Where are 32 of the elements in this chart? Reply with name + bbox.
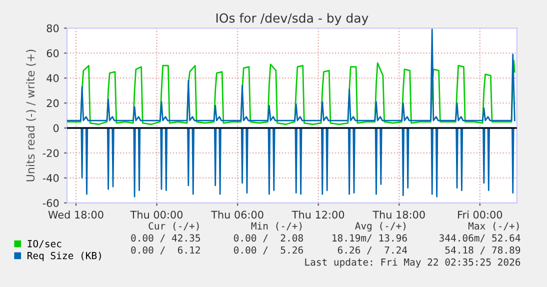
y-tick-label: 0 [53,124,59,132]
text: 0.00 / 2.08 [234,234,303,242]
legend-label: Req Size (KB) [28,252,101,262]
legend-label: IO/sec [28,240,62,248]
text: 6.26 / 7.24 [338,246,408,254]
x-tick-label: Fri 00:00 [458,210,502,219]
text: Last update: Fri May 22 02:35:25 2026 [305,258,520,268]
text: Max (-/+) [468,222,519,231]
y-tick-label: -60 [42,199,59,208]
text: 0.00 / 6.12 [131,246,200,254]
chart-title: IOs for /dev/sda - by day [216,13,368,26]
y-tick-label: 40 [46,74,59,82]
y-tick-label: -20 [42,149,59,158]
y-tick-label: 20 [46,99,59,108]
text: Avg (-/+) [355,222,406,232]
text: Cur (-/+) [148,222,199,231]
x-tick-label: Thu 12:00 [292,210,344,219]
text: 54.18 / 78.89 [445,246,520,254]
x-tick-label: Thu 00:00 [130,210,183,219]
text: 0.00 / 5.26 [234,246,303,254]
text: 0.00 / 42.35 [131,234,200,242]
y-tick-label: 60 [46,49,59,58]
text: Min (-/+) [251,222,302,231]
y-tick-label: 80 [46,24,59,32]
text: 344.06m/ 52.64 [439,234,520,242]
x-tick-label: Thu 06:00 [211,210,264,219]
y-tick-label: -40 [42,174,59,182]
line-series [67,60,516,125]
y-axis-title: Units read (-) / write (+) [26,50,36,182]
x-tick-label: Wed 18:00 [48,210,104,219]
text: 18.19m/ 13.96 [332,234,407,242]
x-tick-label: Thu 18:00 [372,210,425,219]
